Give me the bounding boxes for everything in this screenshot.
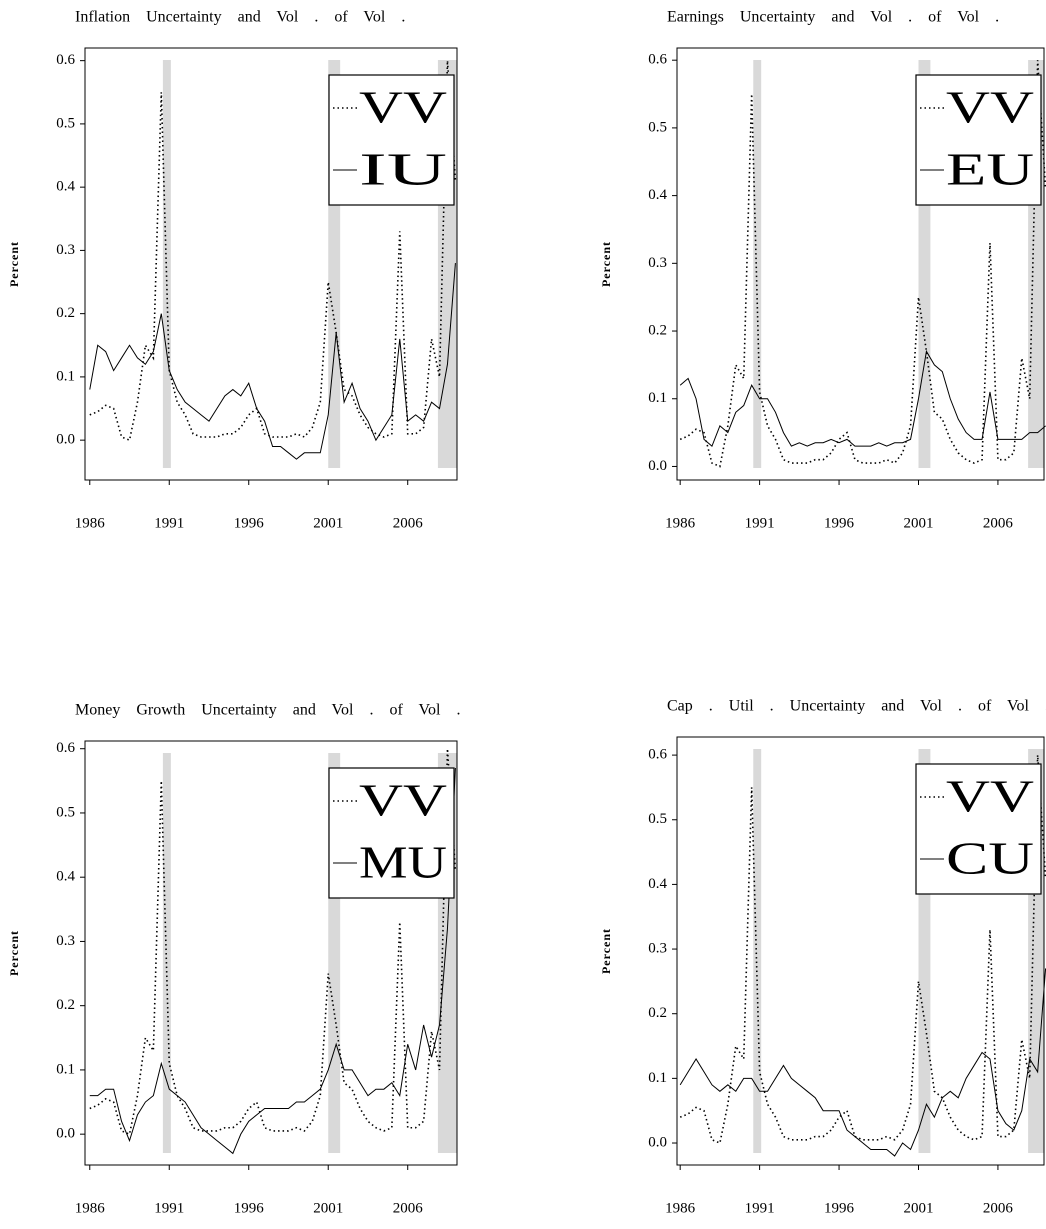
y-tick-label: 0.0 xyxy=(648,1134,667,1150)
x-tick-label: 2001 xyxy=(903,1200,933,1216)
y-tick-label: 0.3 xyxy=(648,940,667,956)
panel: Cap . Util . Uncertainty and Vol . of Vo… xyxy=(599,698,1046,1216)
x-tick-label: 1996 xyxy=(824,1200,855,1216)
legend-box xyxy=(915,74,1042,206)
y-tick-label: 0.1 xyxy=(56,1061,75,1077)
shaded-region xyxy=(753,60,762,468)
y-tick-label: 0.5 xyxy=(648,811,667,827)
legend-label: CU xyxy=(946,833,1034,884)
y-tick-label: 0.3 xyxy=(56,933,75,949)
plot-frame xyxy=(676,47,1045,481)
legend-label: VV xyxy=(946,82,1034,133)
legend-label: EU xyxy=(946,144,1034,195)
y-tick-label: 0.6 xyxy=(56,740,75,756)
y-tick-label: 0.3 xyxy=(56,242,75,258)
x-tick-label: 2001 xyxy=(313,1200,343,1216)
y-tick-label: 0.2 xyxy=(56,305,75,321)
x-tick-label: 1996 xyxy=(234,515,265,531)
y-axis-label: Percent xyxy=(7,930,21,976)
x-tick-label: 1986 xyxy=(75,515,106,531)
chart-title: Earnings Uncertainty and Vol . of Vol . xyxy=(667,9,999,26)
y-tick-label: 0.6 xyxy=(56,52,75,68)
x-tick-label: 2006 xyxy=(983,515,1014,531)
shaded-region xyxy=(162,753,171,1153)
shaded-region xyxy=(162,60,171,468)
y-axis-label: Percent xyxy=(7,241,21,287)
shaded-region xyxy=(918,749,931,1153)
x-tick-label: 2006 xyxy=(393,1200,424,1216)
plot-frame xyxy=(84,740,458,1166)
legend-label: MU xyxy=(359,837,447,888)
shaded-region xyxy=(328,753,341,1153)
panel: Inflation Uncertainty and Vol . of Vol .… xyxy=(7,9,458,531)
legend-box xyxy=(328,74,455,206)
y-tick-label: 0.4 xyxy=(648,876,667,892)
series-line xyxy=(89,60,457,442)
y-tick-label: 0.0 xyxy=(56,432,75,448)
y-tick-label: 0.0 xyxy=(648,458,667,474)
y-tick-label: 0.5 xyxy=(56,115,75,131)
y-tick-label: 0.1 xyxy=(648,390,667,406)
plot-frame xyxy=(676,736,1045,1166)
legend-box xyxy=(328,767,455,899)
y-tick-label: 0.6 xyxy=(648,52,667,68)
y-tick-label: 0.3 xyxy=(648,255,667,271)
panel: Earnings Uncertainty and Vol . of Vol . P… xyxy=(599,9,1046,531)
y-tick-label: 0.2 xyxy=(56,997,75,1013)
chart-title: Money Growth Uncertainty and Vol . of Vo… xyxy=(75,702,460,719)
x-tick-label: 1986 xyxy=(665,1200,696,1216)
y-tick-label: 0.1 xyxy=(648,1070,667,1086)
x-tick-label: 1991 xyxy=(745,515,775,531)
y-axis-label: Percent xyxy=(599,241,613,287)
y-tick-label: 0.4 xyxy=(56,179,75,195)
shaded-region xyxy=(328,60,341,468)
plot-frame xyxy=(84,47,458,481)
chart-title: Cap . Util . Uncertainty and Vol . of Vo… xyxy=(667,698,1046,715)
legend-label: VV xyxy=(946,771,1034,822)
x-tick-label: 2001 xyxy=(903,515,933,531)
x-tick-label: 1996 xyxy=(234,1200,265,1216)
x-tick-label: 1996 xyxy=(824,515,855,531)
series-line xyxy=(89,767,456,1155)
chart-title: Inflation Uncertainty and Vol . of Vol . xyxy=(75,9,405,26)
y-tick-label: 0.2 xyxy=(648,322,667,338)
y-tick-label: 0.4 xyxy=(56,869,75,885)
legend-label: IU xyxy=(359,144,447,195)
shaded-region xyxy=(753,749,762,1153)
x-tick-label: 2006 xyxy=(983,1200,1014,1216)
y-tick-label: 0.0 xyxy=(56,1126,75,1142)
y-tick-label: 0.5 xyxy=(648,119,667,135)
y-axis-label: Percent xyxy=(599,928,613,974)
x-tick-label: 1991 xyxy=(154,1200,184,1216)
y-tick-label: 0.4 xyxy=(648,187,667,203)
legend-label: VV xyxy=(359,82,447,133)
panel: Money Growth Uncertainty and Vol . of Vo… xyxy=(7,702,461,1217)
y-tick-label: 0.1 xyxy=(56,368,75,384)
y-tick-label: 0.2 xyxy=(648,1005,667,1021)
y-tick-label: 0.6 xyxy=(648,747,667,763)
x-tick-label: 1986 xyxy=(665,515,696,531)
series-line xyxy=(679,349,1046,447)
x-tick-label: 2001 xyxy=(313,515,343,531)
series-line xyxy=(679,60,1046,468)
series-line xyxy=(89,263,456,460)
x-tick-label: 1991 xyxy=(745,1200,775,1216)
y-tick-label: 0.5 xyxy=(56,804,75,820)
legend-label: VV xyxy=(359,775,447,826)
series-line xyxy=(679,968,1046,1157)
x-tick-label: 1986 xyxy=(75,1200,106,1216)
series-line xyxy=(89,748,457,1136)
x-tick-label: 2006 xyxy=(393,515,424,531)
legend-box xyxy=(915,763,1042,895)
x-tick-label: 1991 xyxy=(154,515,184,531)
shaded-region xyxy=(918,60,931,468)
